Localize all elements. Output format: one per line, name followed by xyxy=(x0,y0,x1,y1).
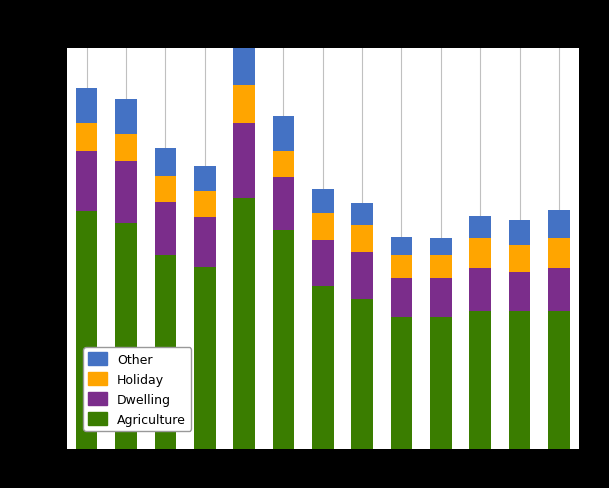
Bar xyxy=(194,191,216,218)
Bar xyxy=(115,162,137,224)
Bar xyxy=(76,151,97,211)
Bar xyxy=(548,269,569,311)
Bar xyxy=(115,100,137,135)
Bar xyxy=(390,318,412,449)
Bar xyxy=(351,204,373,226)
Bar xyxy=(273,116,294,151)
Bar xyxy=(194,267,216,449)
Bar xyxy=(548,311,569,449)
Bar xyxy=(430,318,452,449)
Bar xyxy=(194,166,216,191)
Bar xyxy=(312,190,334,213)
Bar xyxy=(155,203,176,255)
Bar xyxy=(509,273,530,311)
Bar xyxy=(390,279,412,318)
Bar xyxy=(312,286,334,449)
Bar xyxy=(312,213,334,240)
Bar xyxy=(351,299,373,449)
Bar xyxy=(155,149,176,176)
Bar xyxy=(155,176,176,203)
Bar xyxy=(76,124,97,151)
Bar xyxy=(312,240,334,286)
Bar xyxy=(470,238,491,269)
Bar xyxy=(76,211,97,449)
Bar xyxy=(390,256,412,279)
Bar xyxy=(76,89,97,124)
Bar xyxy=(430,256,452,279)
Bar xyxy=(115,224,137,449)
Bar xyxy=(430,238,452,256)
Bar xyxy=(273,178,294,230)
Bar xyxy=(351,253,373,299)
Bar xyxy=(390,238,412,256)
Bar xyxy=(233,86,255,124)
Legend: Other, Holiday, Dwelling, Agriculture: Other, Holiday, Dwelling, Agriculture xyxy=(83,347,191,431)
Bar xyxy=(470,311,491,449)
Bar xyxy=(548,211,569,238)
Bar xyxy=(430,279,452,318)
Bar xyxy=(509,221,530,246)
Bar xyxy=(470,216,491,238)
Bar xyxy=(273,151,294,178)
Bar xyxy=(233,124,255,199)
Bar xyxy=(509,246,530,273)
Bar xyxy=(273,230,294,449)
Bar xyxy=(155,255,176,449)
Bar xyxy=(233,39,255,86)
Bar xyxy=(351,226,373,253)
Bar xyxy=(194,218,216,267)
Bar xyxy=(509,311,530,449)
Bar xyxy=(233,199,255,449)
Bar xyxy=(115,135,137,162)
Bar xyxy=(470,269,491,311)
Bar xyxy=(548,238,569,269)
